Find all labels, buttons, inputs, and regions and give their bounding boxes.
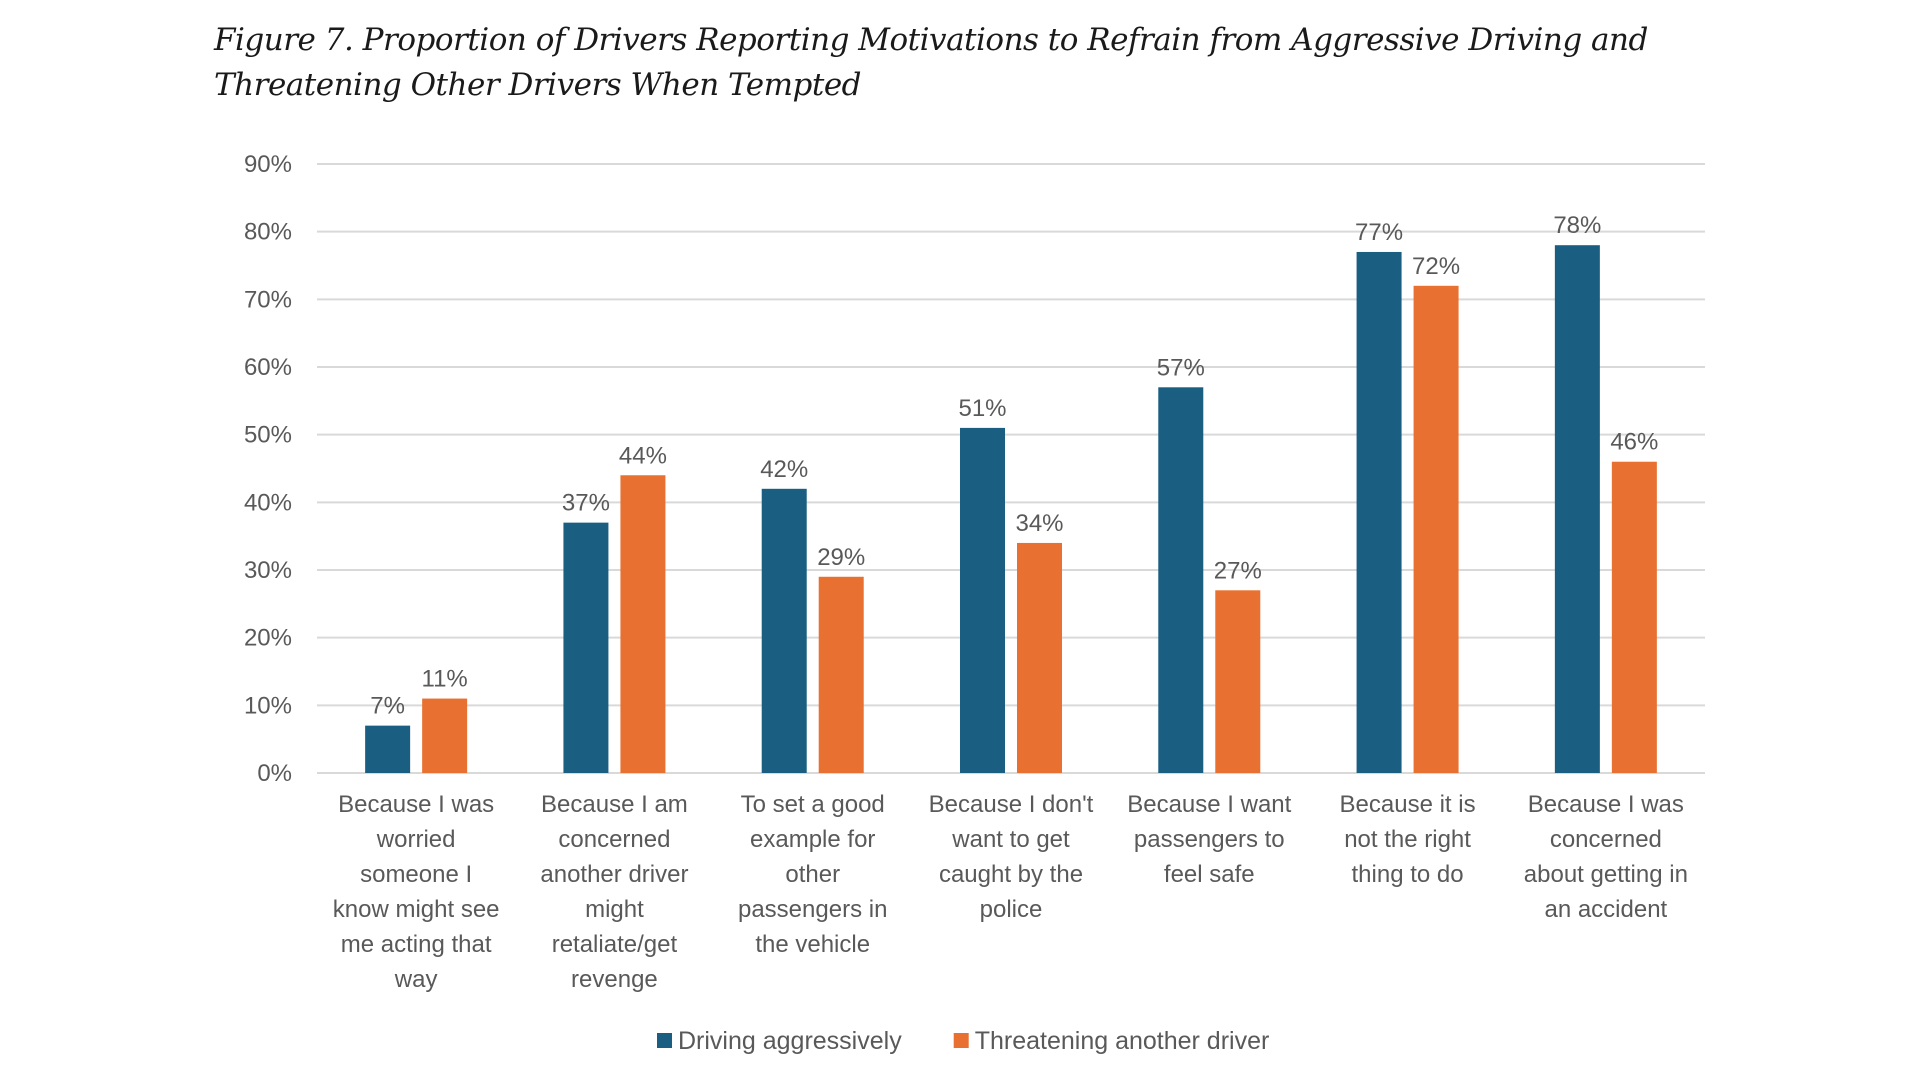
y-tick-label: 50%: [244, 422, 292, 449]
bar-threatening-another-driver: [1413, 285, 1459, 773]
bar-threatening-another-driver: [1611, 461, 1657, 773]
x-axis: Because I was worried someone I know might …: [333, 791, 1688, 993]
category-label: Because I am concerned another driver might…: [540, 791, 688, 993]
bar-driving-aggressively: [761, 488, 807, 773]
category-label-line: Because I was: [338, 791, 494, 818]
category-label-line: revenge: [571, 966, 658, 993]
y-tick-label: 10%: [244, 692, 292, 719]
bar-driving-aggressively: [365, 725, 411, 773]
category-label-line: concerned: [558, 826, 670, 853]
data-label: 37%: [562, 490, 610, 517]
bar-threatening-another-driver: [620, 475, 666, 773]
category-label-line: Because I want: [1127, 791, 1291, 818]
data-label: 42%: [760, 456, 808, 483]
category-label-line: someone I: [360, 861, 472, 888]
category-label-line: worried: [376, 826, 456, 853]
y-tick-label: 80%: [244, 219, 292, 246]
figure-title: Figure 7. Proportion of Drivers Reportin…: [214, 18, 1714, 108]
figure-title-line-1: Figure 7. Proportion of Drivers Reportin…: [214, 22, 1648, 58]
category-label-line: To set a good: [741, 791, 885, 818]
category-label-line: not the right: [1344, 826, 1471, 853]
category-label-line: want to get: [951, 826, 1070, 853]
y-tick-label: 0%: [257, 760, 292, 787]
data-label: 78%: [1553, 212, 1601, 239]
category-label-line: know might see: [333, 896, 500, 923]
gridlines: [317, 163, 1705, 774]
category-label-line: about getting in: [1524, 861, 1688, 888]
bar-threatening-another-driver: [422, 698, 468, 773]
bar-driving-aggressively: [563, 522, 609, 773]
bar-driving-aggressively: [960, 427, 1005, 773]
bar-threatening-another-driver: [818, 576, 864, 773]
data-label: 7%: [370, 693, 405, 720]
bar-threatening-another-driver: [1017, 542, 1062, 773]
legend: Driving aggressively Threatening another …: [657, 1027, 1269, 1055]
legend-swatch: [657, 1033, 672, 1048]
category-label: To set a good example for other passengers …: [738, 791, 887, 958]
data-label: 57%: [1157, 354, 1205, 381]
category-label-line: the vehicle: [755, 931, 870, 958]
category-label-line: passengers in: [738, 896, 887, 923]
category-label: Because I was concerned about getting in an…: [1524, 791, 1688, 923]
category-label-line: example for: [750, 826, 875, 853]
data-label: 77%: [1355, 219, 1403, 246]
y-tick-label: 90%: [244, 151, 292, 178]
data-label: 44%: [619, 442, 667, 469]
data-label: 72%: [1412, 253, 1460, 280]
bar-driving-aggressively: [1158, 387, 1204, 773]
data-label: 27%: [1214, 557, 1262, 584]
data-label: 11%: [422, 666, 468, 693]
category-label-line: thing to do: [1352, 861, 1464, 888]
category-label: Because it is not the right thing to do: [1340, 791, 1476, 888]
category-label-line: an accident: [1544, 896, 1667, 923]
data-label: 51%: [958, 395, 1006, 422]
category-label-line: police: [980, 896, 1043, 923]
y-axis: 0% 10% 20% 30% 40% 50% 60% 70% 80% 90%: [244, 151, 292, 787]
category-label-line: passengers to: [1134, 826, 1285, 853]
data-labels: 7% 11% 37% 44% 42% 29% 51% 34% 57% 27% 77% 72% 78% 46…: [370, 212, 1658, 719]
y-tick-label: 30%: [244, 557, 292, 584]
y-tick-label: 40%: [244, 489, 292, 516]
legend-label: Threatening another driver: [975, 1027, 1270, 1055]
category-label-line: feel safe: [1164, 861, 1255, 888]
legend-swatch: [953, 1033, 969, 1048]
data-label: 46%: [1610, 429, 1658, 456]
category-label-line: another driver: [540, 861, 688, 888]
y-tick-label: 70%: [244, 286, 292, 313]
figure-title-line-2: Threatening Other Drivers When Tempted: [214, 67, 862, 103]
data-label: 34%: [1015, 510, 1063, 537]
bar-driving-aggressively: [1554, 245, 1600, 773]
category-label-line: way: [394, 966, 438, 993]
y-tick-label: 60%: [244, 354, 292, 381]
legend-item-driving-aggressively: Driving aggressively: [657, 1027, 902, 1055]
category-label: Because I was worried someone I know might …: [333, 791, 500, 993]
bar-threatening-another-driver: [1215, 590, 1261, 773]
data-label: 29%: [817, 544, 865, 571]
category-label-line: retaliate/get: [552, 931, 678, 958]
category-label-line: concerned: [1550, 826, 1662, 853]
category-label-line: Because it is: [1340, 791, 1476, 818]
bars: [365, 245, 1657, 773]
category-label-line: might: [585, 896, 644, 923]
category-label: Because I want passengers to feel safe: [1127, 791, 1291, 888]
legend-label: Driving aggressively: [678, 1027, 902, 1055]
category-label-line: Because I am: [541, 791, 688, 818]
category-label-line: caught by the: [939, 861, 1083, 888]
category-label-line: me acting that: [341, 931, 492, 958]
category-label-line: other: [785, 861, 840, 888]
category-label: Because I don't want to get caught by the p…: [929, 791, 1094, 923]
bar-driving-aggressively: [1356, 251, 1402, 773]
category-label-line: Because I don't: [929, 791, 1094, 818]
category-label-line: Because I was: [1528, 791, 1684, 818]
legend-item-threatening-another-driver: Threatening another driver: [953, 1027, 1270, 1055]
y-tick-label: 20%: [244, 625, 292, 652]
